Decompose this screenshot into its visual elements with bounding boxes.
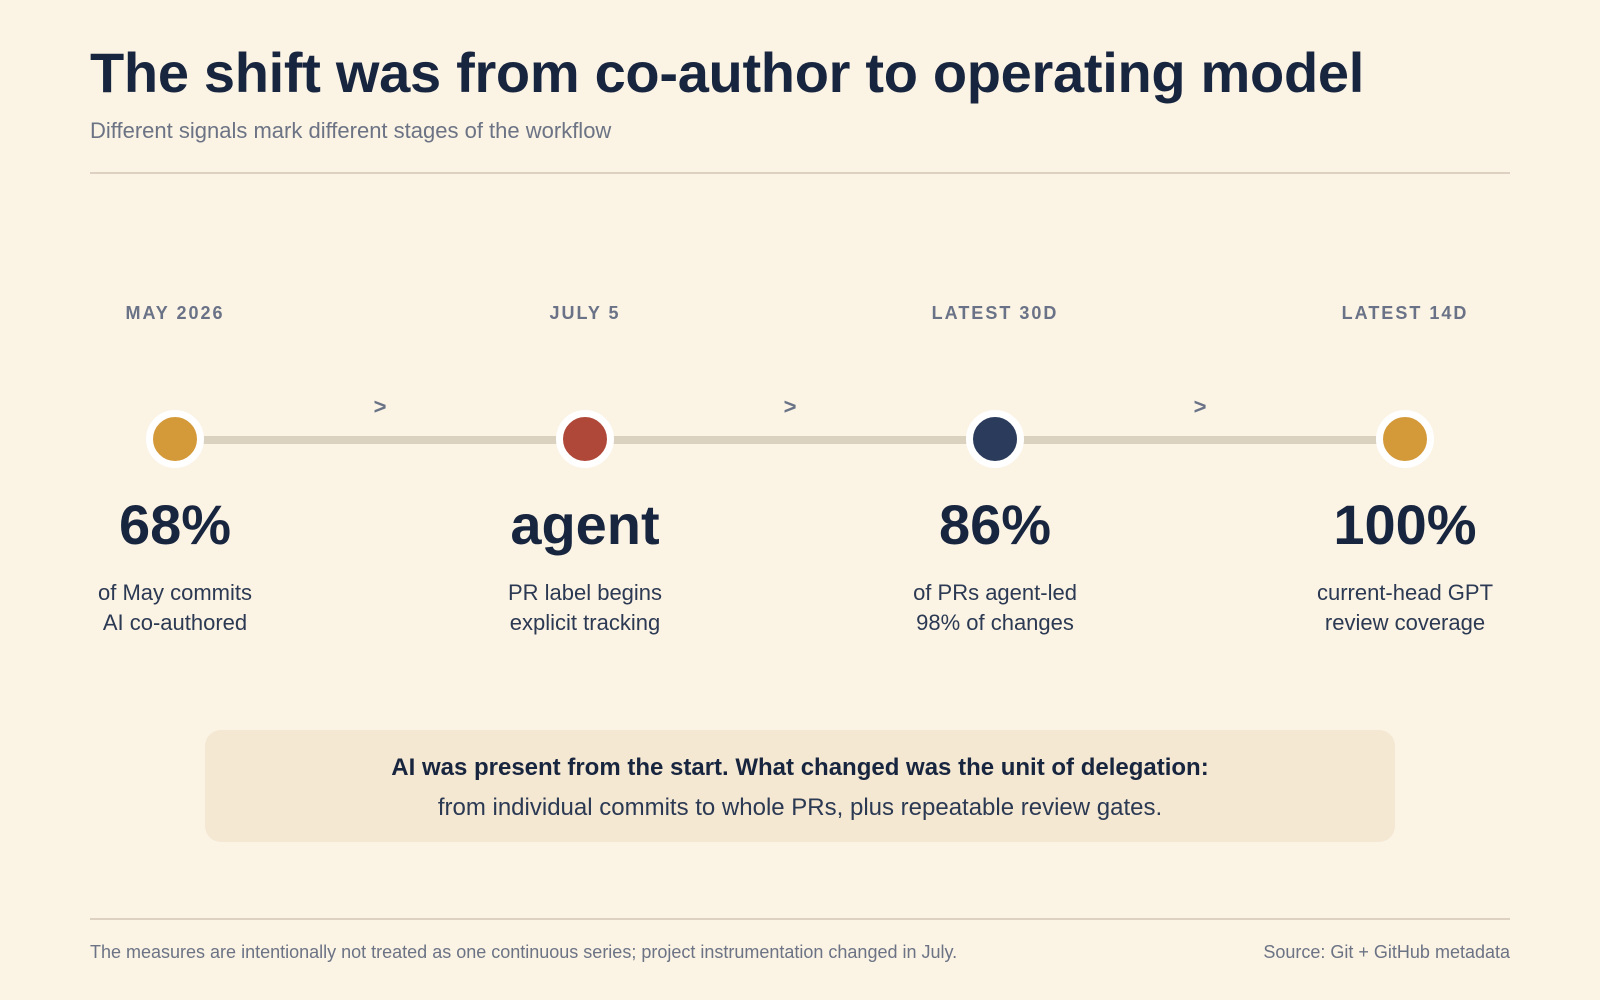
stage-description-line: current-head GPT — [1316, 580, 1494, 605]
stage-value: 100% — [1333, 493, 1477, 556]
stage-description-line: 98% of changes — [916, 610, 1074, 635]
stage-value: 68% — [118, 493, 232, 556]
page-subtitle: Different signals mark different stages … — [90, 118, 612, 143]
footnote: The measures are intentionally not treat… — [90, 942, 958, 962]
stage-marker — [146, 410, 204, 468]
stage-marker — [1376, 410, 1434, 468]
stage-marker — [556, 410, 614, 468]
source-note: Source: Git + GitHub metadata — [1263, 942, 1510, 962]
summary-callout: AI was present from the start. What chan… — [205, 730, 1395, 842]
stage-date-label: JULY 5 — [549, 303, 621, 323]
arrow-icon: > — [783, 394, 797, 419]
callout-headline: AI was present from the start. What chan… — [391, 754, 1209, 781]
stage-date-label: LATEST 14D — [1341, 303, 1469, 323]
arrow-icon: > — [1193, 394, 1207, 419]
stage-description-line: explicit tracking — [509, 610, 661, 635]
arrow-icon: > — [373, 394, 387, 419]
stage-description: PR label begins explicit tracking — [435, 578, 735, 638]
page-title: The shift was from co-author to operatin… — [90, 41, 1364, 104]
stage-description-line: AI co-authored — [102, 610, 248, 635]
stage-date-label: LATEST 30D — [931, 303, 1059, 323]
timeline-connector — [995, 436, 1405, 444]
timeline-connector — [585, 436, 995, 444]
stage-description: of PRs agent-led 98% of changes — [845, 578, 1145, 638]
stage-value: 86% — [938, 493, 1052, 556]
stage-description-line: PR label begins — [507, 580, 663, 605]
stage-description-line: of May commits — [97, 580, 253, 605]
stage-description: current-head GPT review coverage — [1255, 578, 1555, 638]
stage-description-line: review coverage — [1324, 610, 1486, 635]
timeline-connector — [175, 436, 585, 444]
callout-body: from individual commits to whole PRs, pl… — [437, 794, 1163, 821]
stage-value: agent — [510, 493, 660, 556]
header-divider — [90, 172, 1510, 174]
stage-description: of May commits AI co-authored — [25, 578, 325, 638]
stage-marker — [966, 410, 1024, 468]
footer-divider — [90, 918, 1510, 920]
stage-description-line: of PRs agent-led — [913, 580, 1077, 605]
stage-date-label: MAY 2026 — [125, 303, 225, 323]
